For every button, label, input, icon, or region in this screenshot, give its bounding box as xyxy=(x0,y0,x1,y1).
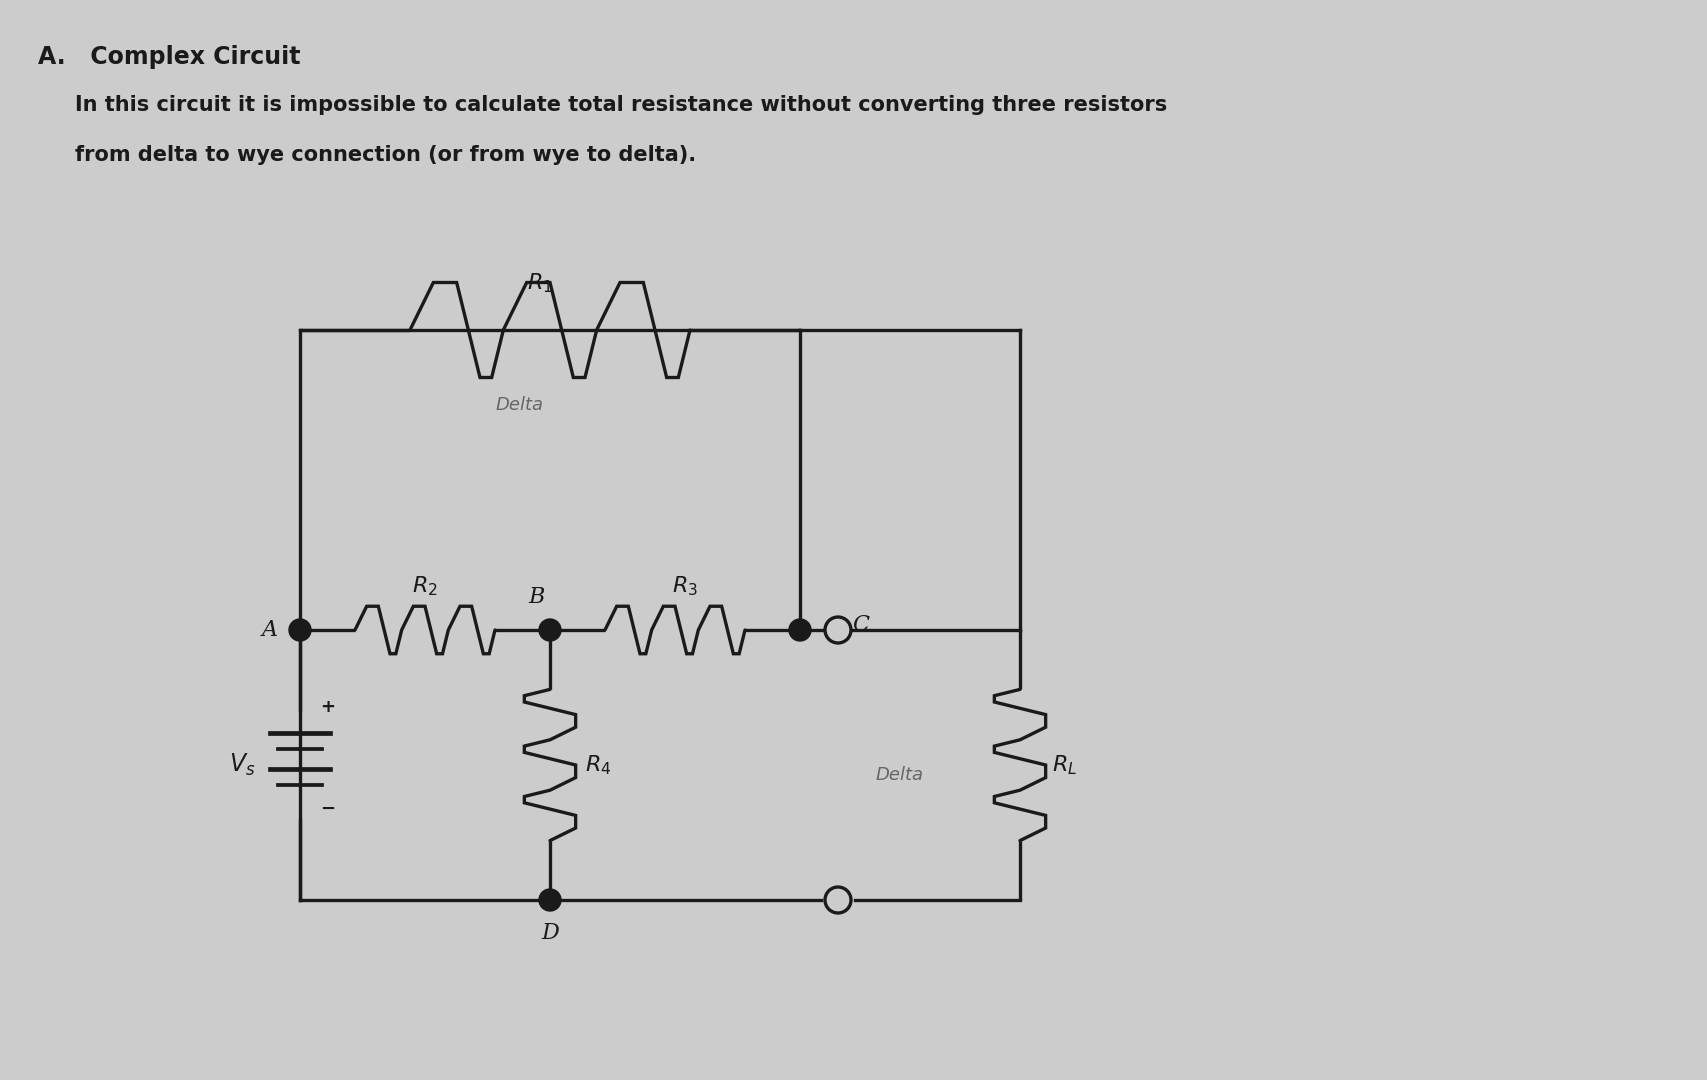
Text: B: B xyxy=(527,586,545,608)
Text: In this circuit it is impossible to calculate total resistance without convertin: In this circuit it is impossible to calc… xyxy=(75,95,1166,114)
Text: D: D xyxy=(541,922,558,944)
Text: $R_L$: $R_L$ xyxy=(1052,753,1077,777)
Text: $V_s$: $V_s$ xyxy=(229,752,254,778)
Text: A.   Complex Circuit: A. Complex Circuit xyxy=(38,45,300,69)
Text: $R_2$: $R_2$ xyxy=(411,575,437,598)
Circle shape xyxy=(539,889,560,912)
Text: A: A xyxy=(261,619,278,642)
Text: from delta to wye connection (or from wye to delta).: from delta to wye connection (or from wy… xyxy=(75,145,696,165)
Text: $R_1$: $R_1$ xyxy=(527,271,553,295)
Text: +: + xyxy=(321,698,335,716)
Text: Delta: Delta xyxy=(495,396,545,414)
Circle shape xyxy=(539,619,560,642)
Text: C: C xyxy=(852,615,869,636)
Circle shape xyxy=(824,887,850,913)
Circle shape xyxy=(288,619,311,642)
Text: Delta: Delta xyxy=(876,766,923,784)
Text: $R_3$: $R_3$ xyxy=(671,575,698,598)
Circle shape xyxy=(789,619,811,642)
Text: $R_4$: $R_4$ xyxy=(586,753,611,777)
Circle shape xyxy=(824,617,850,643)
Text: −: − xyxy=(321,800,335,818)
